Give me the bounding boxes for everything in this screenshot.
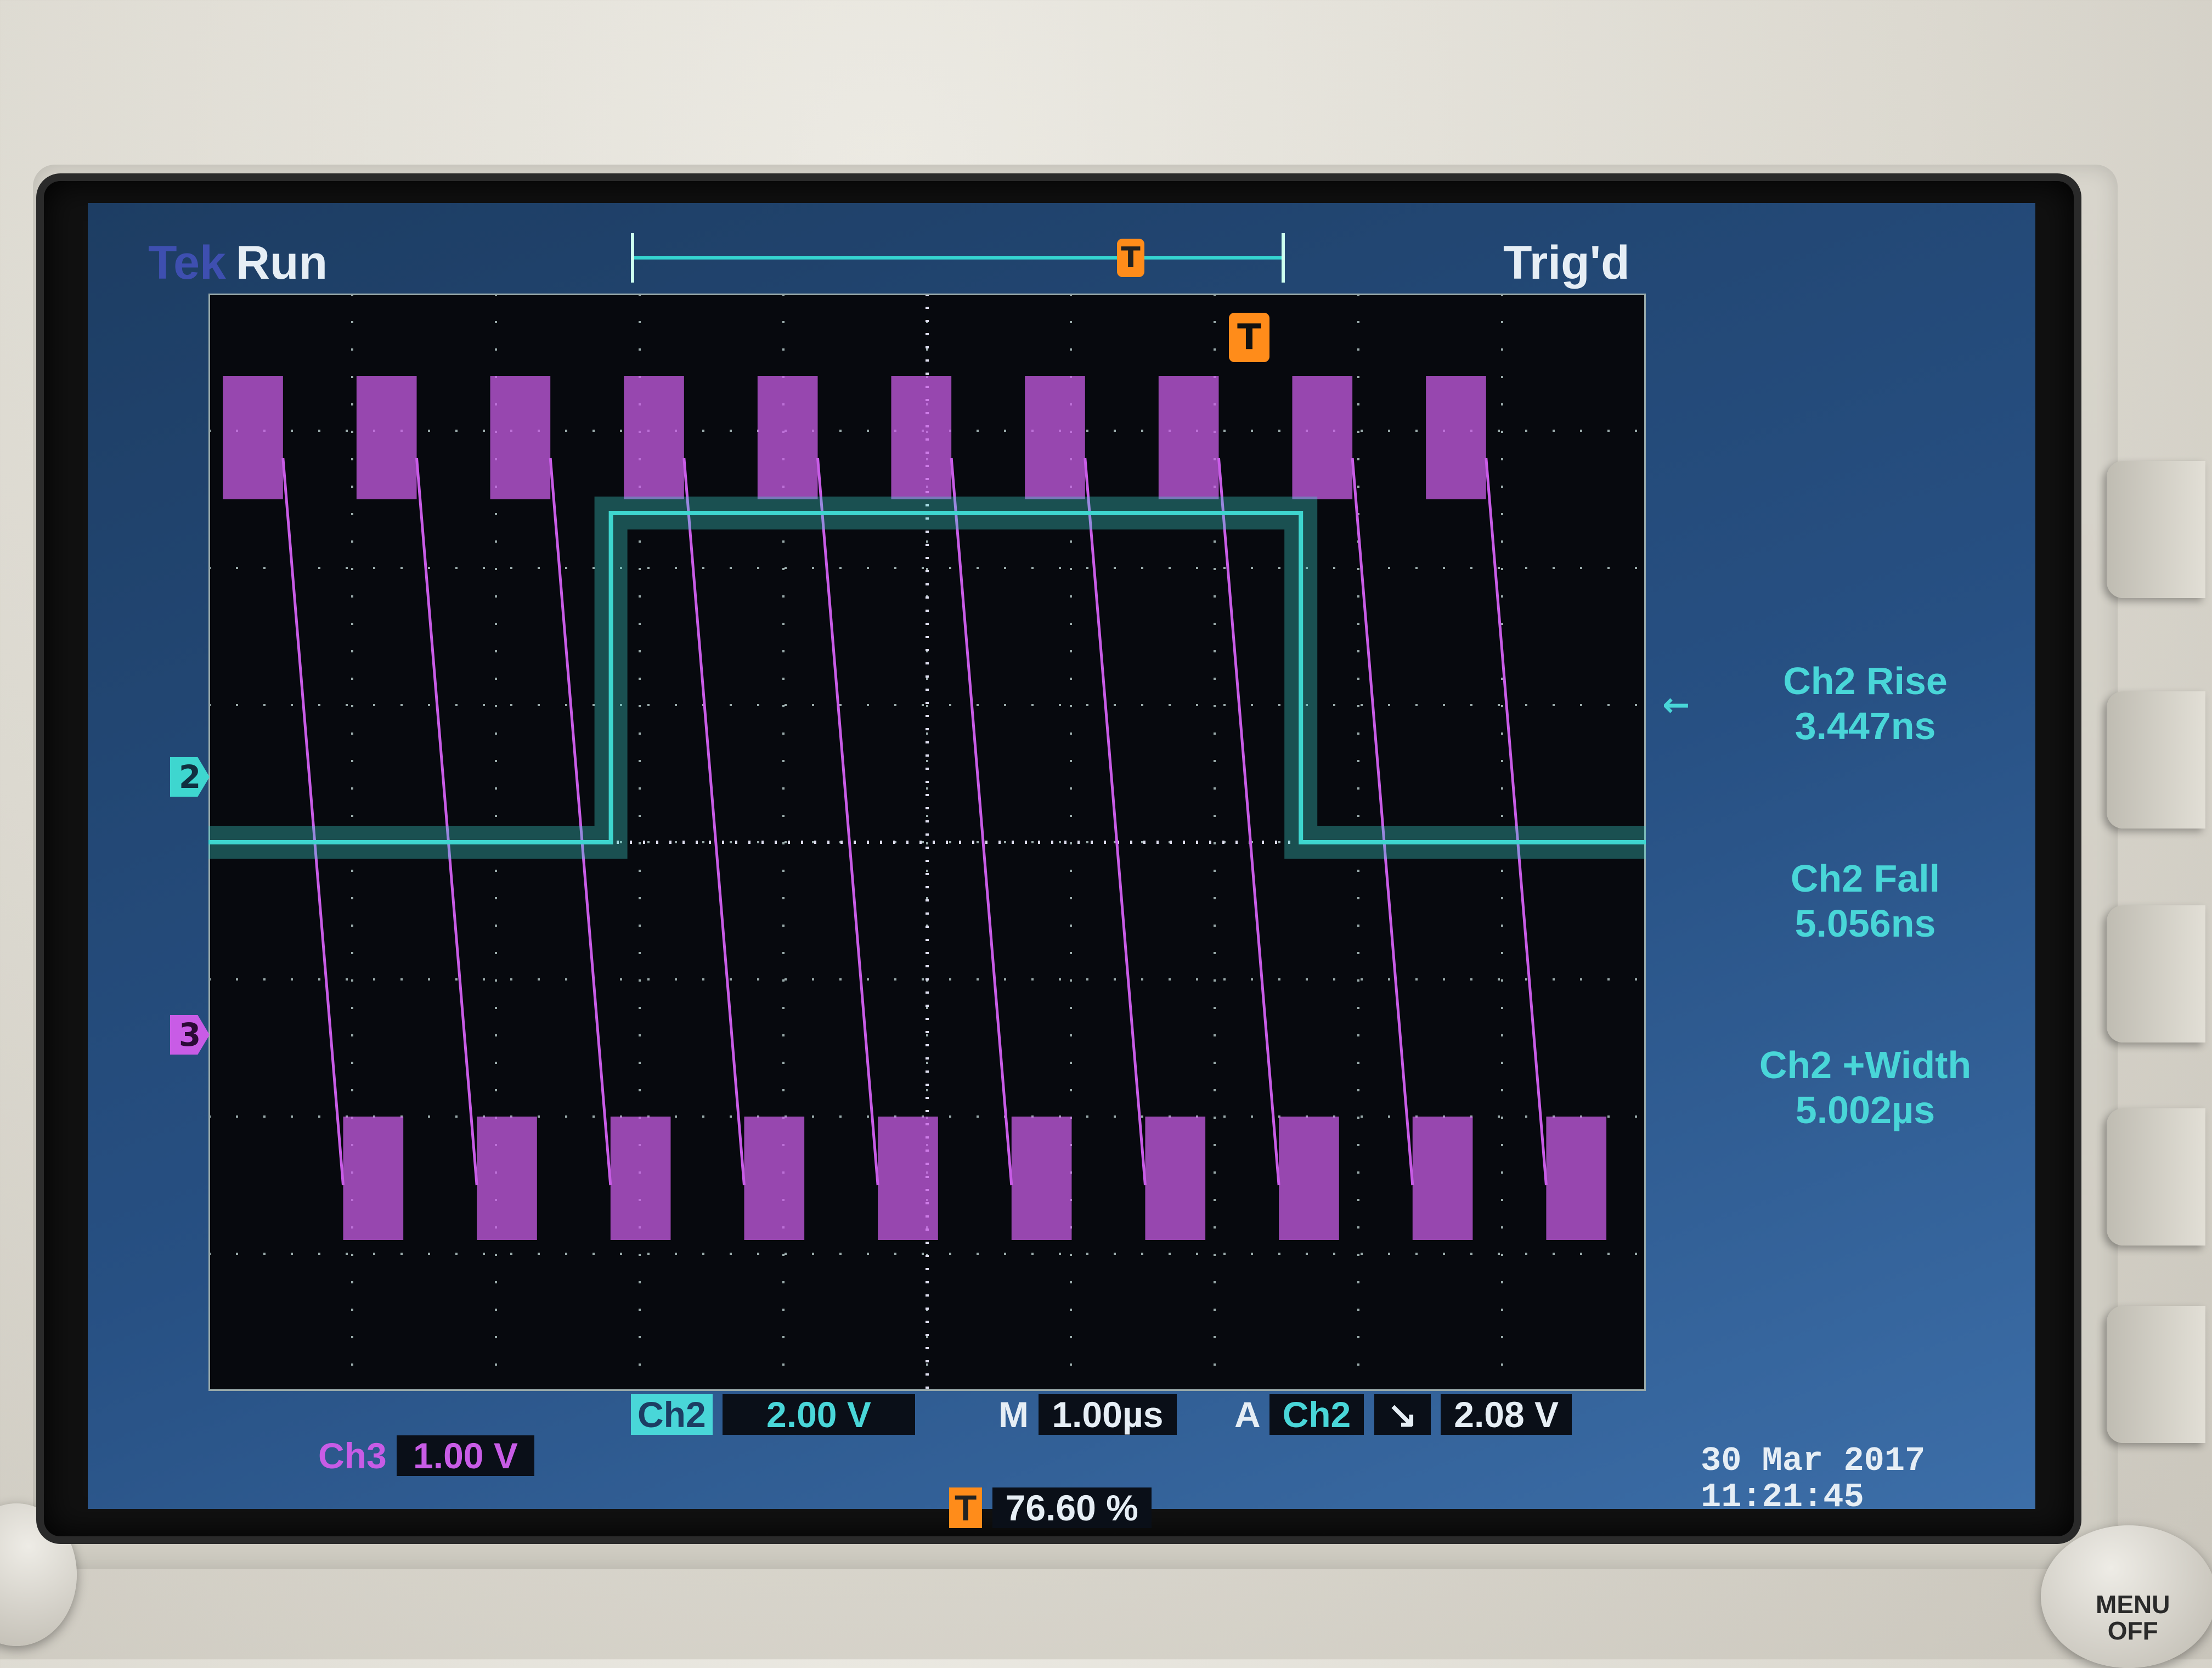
graticule [208,294,1646,1391]
timebase: 1.00µs [1039,1394,1177,1435]
trigger-status: Trig'd [1503,236,1630,289]
ch3-burst-high [891,376,952,499]
ch3-burst-high [757,376,818,499]
date: 30 Mar 2017 [1701,1441,1926,1480]
ch3-edge [549,458,612,1186]
measurement-label: Ch2 Rise [1783,660,1948,702]
side-button-2[interactable] [2107,691,2205,829]
trigger-prefix: A [1234,1394,1260,1435]
ch3-label: Ch3 [318,1435,387,1476]
record-trigger-marker: T [1117,239,1144,277]
trigger-readout: A Ch2 ↘ 2.08 V [1234,1394,1572,1436]
ch3-burst-low [878,1117,938,1240]
ch2-tag: Ch2 [631,1394,713,1435]
ch3-edge [816,458,879,1186]
ch3-burst-low [1279,1117,1339,1240]
menu-off-label: MENU OFF [2096,1590,2170,1645]
measurement-label: Ch2 Fall [1790,857,1940,900]
ch3-burst-low [1145,1117,1206,1240]
trigger-position-icon: T [949,1487,983,1528]
menu-off-button[interactable] [2041,1525,2212,1668]
ch3-burst-high [1025,376,1085,499]
trigger-position-marker: T [1229,313,1269,362]
run-status: Tek Run [148,236,328,290]
ch3-burst-low [1412,1117,1473,1240]
side-button-4[interactable] [2107,1108,2205,1246]
timebase-readout: M 1.00µs [998,1394,1177,1435]
measurement-value: 3.447ns [1795,705,1936,747]
ch3-burst-high [490,376,551,499]
ch3-burst-low [744,1117,805,1240]
measurement-ch2-width: Ch2 +Width 5.002µs [1712,1042,2019,1132]
ch3-burst-low [477,1117,537,1240]
waveform-plot [208,294,1646,1391]
ch3-edge [1217,458,1280,1186]
record-line [634,256,1282,260]
ch3-burst-low [610,1117,671,1240]
trigger-position: 76.60 % [992,1487,1152,1528]
timebase-prefix: M [998,1394,1029,1435]
record-view-bar: T [631,233,1285,283]
side-button-1[interactable] [2107,461,2205,598]
trigger-slope-icon: ↘ [1374,1394,1431,1435]
trigger-level-arrow-icon: ← [1662,686,1690,724]
ch3-burst-low [1011,1117,1072,1240]
scope-screen: Tek Run T Trig'd T 2 3 ← Ch2 Rise 3.447ns… [44,181,2074,1536]
side-button-3[interactable] [2107,905,2205,1042]
trigger-source: Ch2 [1269,1394,1364,1435]
ch3-edge [1485,458,1548,1186]
ch3-burst-high [356,376,417,499]
ch3-burst-high [1426,376,1486,499]
measurement-value: 5.002µs [1795,1089,1936,1131]
ch3-burst-high [1292,376,1353,499]
datetime: 30 Mar 2017 11:21:45 [1701,1443,1925,1515]
time: 11:21:45 [1701,1478,1864,1517]
measurement-ch2-rise: Ch2 Rise 3.447ns [1712,658,2019,748]
tek-logo: Tek [148,236,226,289]
run-state: Run [235,236,328,289]
ch3-burst-low [1546,1117,1607,1240]
trigger-position-readout: T 76.60 % [949,1487,1152,1529]
ch3-edge [1084,458,1147,1186]
ch3-edge [281,458,345,1186]
ch3-edge [1351,458,1414,1186]
ch3-edge [950,458,1013,1186]
measurement-value: 5.056ns [1795,902,1936,945]
ch3-burst-high [1158,376,1219,499]
measurement-label: Ch2 +Width [1759,1044,1972,1086]
ch3-burst-high [624,376,684,499]
side-button-5[interactable] [2107,1306,2205,1443]
ch3-edge [682,458,746,1186]
ch2-waveform [208,511,1646,844]
trigger-level: 2.08 V [1441,1394,1572,1435]
measurement-ch2-fall: Ch2 Fall 5.056ns [1712,856,2019,946]
ch3-scale: 1.00 V [397,1435,534,1476]
ch3-burst-low [343,1117,404,1240]
ch3-ground-marker: 3 [170,1015,210,1055]
ch2-scale: 2.00 V [723,1394,915,1435]
ch3-burst-high [223,376,283,499]
ch2-scale-readout: Ch2 2.00 V [631,1394,915,1435]
lcd-display: Tek Run T Trig'd T 2 3 ← Ch2 Rise 3.447ns… [88,203,2035,1528]
ch3-edge [415,458,478,1186]
ch3-scale-readout: Ch3 1.00 V [318,1435,534,1477]
ch2-ground-marker: 2 [170,757,210,797]
